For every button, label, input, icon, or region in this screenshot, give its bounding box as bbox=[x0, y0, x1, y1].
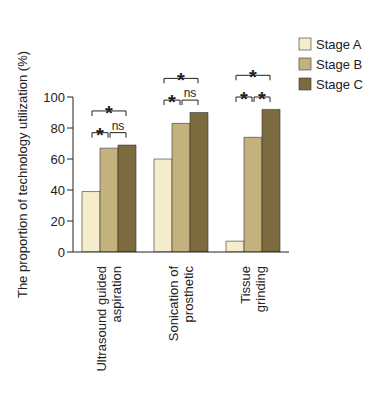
svg-text:40: 40 bbox=[51, 183, 65, 198]
svg-text:*: * bbox=[240, 88, 248, 110]
svg-text:*: * bbox=[168, 91, 176, 113]
svg-text:Stage C: Stage C bbox=[316, 77, 363, 92]
svg-text:Sonication ofprosthetic: Sonication ofprosthetic bbox=[166, 266, 197, 342]
svg-text:ns: ns bbox=[184, 86, 197, 100]
svg-text:80: 80 bbox=[51, 121, 65, 136]
svg-text:Stage B: Stage B bbox=[316, 57, 362, 72]
svg-text:*: * bbox=[105, 102, 113, 124]
svg-text:The proportion of technology u: The proportion of technology utilization… bbox=[15, 51, 30, 298]
svg-text:ns: ns bbox=[112, 119, 125, 133]
svg-text:100: 100 bbox=[43, 90, 65, 105]
svg-text:Tissuegrinding: Tissuegrinding bbox=[238, 266, 269, 312]
svg-text:*: * bbox=[258, 88, 266, 110]
svg-text:*: * bbox=[249, 66, 257, 88]
svg-text:20: 20 bbox=[51, 214, 65, 229]
svg-text:Stage A: Stage A bbox=[316, 37, 362, 52]
svg-text:0: 0 bbox=[58, 245, 65, 260]
svg-text:Ultrasound guidedaspiration: Ultrasound guidedaspiration bbox=[94, 266, 125, 372]
svg-text:*: * bbox=[96, 124, 104, 146]
svg-text:60: 60 bbox=[51, 152, 65, 167]
svg-text:*: * bbox=[177, 69, 185, 91]
